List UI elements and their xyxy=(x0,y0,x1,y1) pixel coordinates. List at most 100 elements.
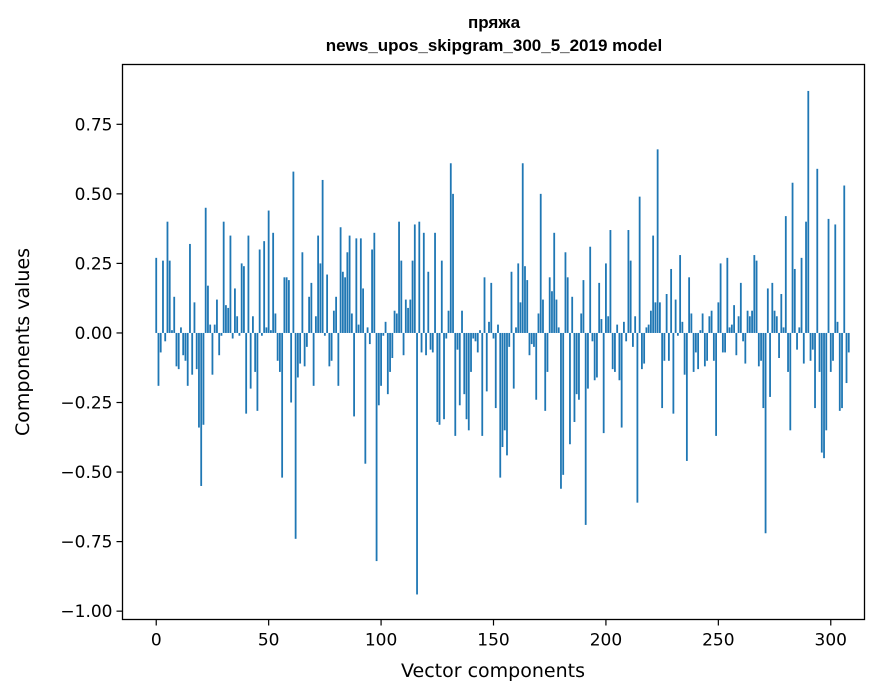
bar-component-187 xyxy=(575,332,578,395)
bar-component-301 xyxy=(832,332,834,361)
bar-component-32 xyxy=(227,307,230,333)
bar-component-263 xyxy=(746,310,749,333)
bar-component-1 xyxy=(157,332,160,386)
bar-component-227 xyxy=(665,294,668,333)
bar-component-117 xyxy=(418,221,421,333)
bar-component-220 xyxy=(649,310,652,333)
bar-component-153 xyxy=(499,332,502,478)
bar-component-272 xyxy=(766,288,769,333)
bar-component-174 xyxy=(546,332,549,372)
bar-component-267 xyxy=(755,260,758,333)
bar-component-243 xyxy=(701,313,704,333)
bar-component-5 xyxy=(166,221,169,333)
bar-component-284 xyxy=(793,268,796,333)
bar-component-110 xyxy=(402,332,405,356)
bar-component-274 xyxy=(771,282,774,333)
bar-component-45 xyxy=(256,332,259,411)
bar-component-203 xyxy=(611,332,614,370)
bar-component-12 xyxy=(182,332,185,356)
bar-component-222 xyxy=(654,302,657,333)
x-tick-label: 300 xyxy=(815,631,847,651)
bar-component-92 xyxy=(362,288,364,333)
bar-component-99 xyxy=(377,332,380,406)
bar-component-146 xyxy=(483,277,486,333)
bar-component-163 xyxy=(521,163,524,333)
y-tick-label: −0.75 xyxy=(60,533,112,553)
bar-component-112 xyxy=(407,307,409,333)
bar-component-65 xyxy=(301,252,304,333)
bar-component-245 xyxy=(706,332,709,361)
bar-component-248 xyxy=(712,332,715,361)
bar-component-74 xyxy=(321,179,324,333)
bar-component-193 xyxy=(589,246,592,333)
bar-component-17 xyxy=(193,302,196,333)
bar-component-95 xyxy=(368,332,371,345)
bar-component-262 xyxy=(744,332,747,364)
bar-component-113 xyxy=(409,299,412,333)
bar-component-61 xyxy=(292,171,295,333)
bar-component-128 xyxy=(443,332,445,420)
bar-component-197 xyxy=(598,282,601,333)
bar-component-190 xyxy=(582,280,585,333)
y-tick-label: 0.75 xyxy=(75,115,113,135)
bar-component-231 xyxy=(674,299,677,333)
bar-component-221 xyxy=(652,235,655,333)
bar-component-0 xyxy=(155,257,158,333)
bar-component-304 xyxy=(838,332,841,411)
bar-component-268 xyxy=(757,332,760,367)
bar-component-218 xyxy=(645,327,648,333)
bar-component-282 xyxy=(789,332,792,431)
bar-component-302 xyxy=(834,224,837,333)
bar-component-156 xyxy=(506,332,508,456)
bar-component-90 xyxy=(357,324,360,333)
bar-component-286 xyxy=(798,327,801,333)
bar-component-87 xyxy=(350,313,353,333)
bar-component-307 xyxy=(845,332,848,384)
bar-component-84 xyxy=(344,277,346,333)
bar-component-152 xyxy=(497,324,499,333)
bar-component-270 xyxy=(762,332,765,409)
bar-component-63 xyxy=(296,332,299,378)
bar-component-149 xyxy=(490,282,493,333)
bar-component-127 xyxy=(440,260,443,333)
bar-component-42 xyxy=(249,332,252,389)
bar-component-154 xyxy=(501,332,504,448)
bar-component-24 xyxy=(209,324,212,333)
bar-component-89 xyxy=(355,238,358,333)
bar-component-265 xyxy=(751,310,753,333)
bar-component-66 xyxy=(303,332,306,367)
bar-component-244 xyxy=(703,332,706,367)
bar-component-189 xyxy=(580,313,583,333)
bar-component-100 xyxy=(380,332,382,386)
bar-component-191 xyxy=(584,332,587,525)
bar-component-278 xyxy=(780,294,783,333)
y-tick-label: −0.50 xyxy=(60,463,112,483)
bar-component-136 xyxy=(461,310,463,333)
bar-component-171 xyxy=(539,193,542,333)
bar-component-56 xyxy=(281,332,284,478)
bar-component-296 xyxy=(820,332,823,453)
bar-component-62 xyxy=(294,332,297,539)
bar-component-120 xyxy=(425,332,427,356)
bar-component-215 xyxy=(638,196,641,333)
bar-component-82 xyxy=(339,227,342,333)
bar-component-107 xyxy=(395,313,398,333)
bar-component-81 xyxy=(337,332,340,386)
y-tick-label: 0.00 xyxy=(75,324,113,344)
bar-component-297 xyxy=(823,332,825,459)
bar-component-132 xyxy=(452,193,454,333)
x-tick-label: 250 xyxy=(702,631,734,651)
bar-component-150 xyxy=(492,332,495,339)
bar-component-126 xyxy=(438,332,441,425)
bar-component-111 xyxy=(404,299,407,333)
bar-component-199 xyxy=(602,332,605,434)
bar-component-217 xyxy=(643,332,646,364)
bar-component-46 xyxy=(258,249,261,333)
bar-component-204 xyxy=(614,332,616,372)
bar-component-240 xyxy=(694,332,697,353)
bar-component-213 xyxy=(634,316,637,333)
bar-component-308 xyxy=(847,332,850,353)
bar-component-57 xyxy=(283,277,286,333)
axis-ticks: 0 50 100 150 200 250 300 −1.00 −0.75 −0.50 −0.25 0.… xyxy=(60,115,847,650)
